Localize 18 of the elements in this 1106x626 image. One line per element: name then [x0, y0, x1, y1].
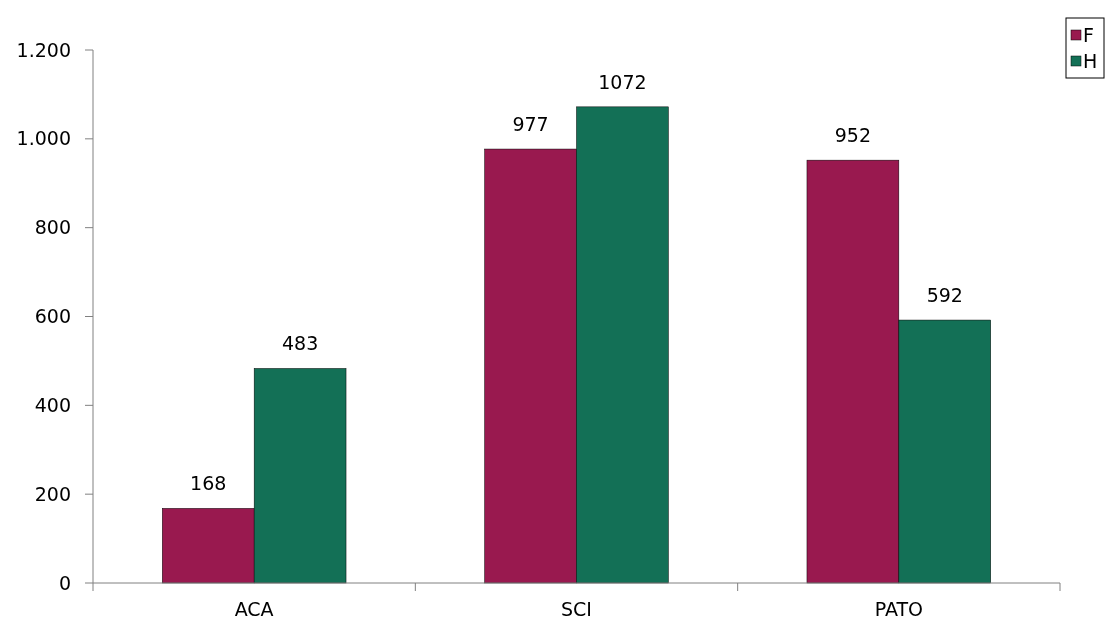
y-tick-label: 400	[34, 393, 71, 416]
data-label: 592	[926, 284, 963, 307]
data-label: 168	[190, 472, 227, 495]
y-tick-label: 600	[34, 305, 71, 328]
y-tick-label: 200	[34, 482, 71, 505]
x-tick-label: SCI	[561, 598, 592, 620]
y-tick-label: 1.200	[16, 38, 71, 61]
data-label: 977	[512, 113, 549, 136]
x-tick-label: ACA	[234, 598, 274, 620]
x-tick-label: PATO	[874, 598, 923, 620]
legend-label: F	[1083, 23, 1094, 46]
y-tick-label: 800	[34, 216, 71, 239]
y-tick-label: 1.000	[16, 127, 71, 150]
legend-label: H	[1083, 49, 1098, 72]
data-label: 1072	[598, 70, 647, 93]
data-label: 483	[281, 332, 319, 355]
y-tick-label: 0	[58, 571, 71, 594]
data-label: 952	[834, 124, 872, 147]
